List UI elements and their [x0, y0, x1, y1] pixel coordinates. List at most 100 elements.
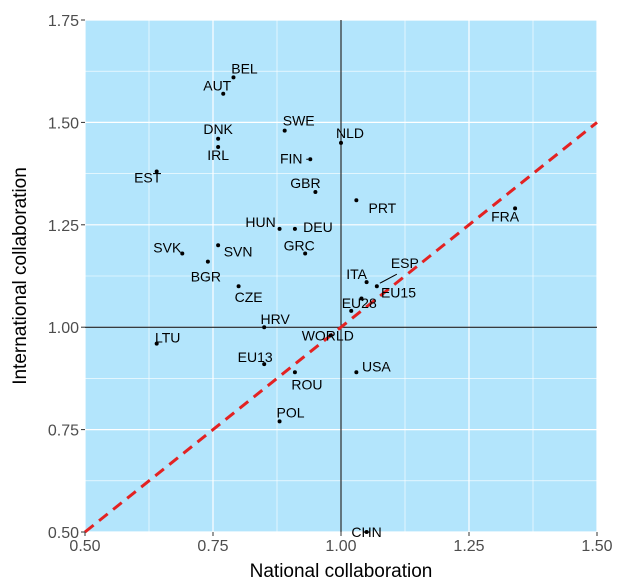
point-marker	[364, 280, 369, 285]
point-marker	[513, 206, 518, 211]
point-marker	[282, 128, 287, 133]
y-tick-label: 0.75	[48, 423, 79, 440]
data-point: GBR	[290, 175, 321, 195]
data-point: SVN	[216, 243, 253, 259]
point-label: EU28	[342, 295, 377, 311]
point-marker	[349, 308, 354, 313]
point-marker	[292, 370, 297, 375]
x-axis-ticks: 0.50 0.75 1.00 1.25 1.50	[69, 532, 613, 555]
point-marker	[236, 284, 241, 289]
y-tick-label: 1.00	[48, 320, 79, 337]
point-label: FIN	[280, 150, 303, 166]
data-point: POL	[277, 404, 305, 424]
x-axis-title: National collaboration	[250, 561, 433, 581]
point-marker	[359, 296, 364, 301]
data-point: HRV	[261, 311, 291, 330]
point-marker	[205, 259, 210, 264]
point-label: DEU	[303, 219, 333, 235]
point-label: ITA	[346, 266, 367, 282]
data-point: USA	[354, 358, 391, 375]
data-point: GRC	[284, 237, 315, 256]
data-point: BEL	[231, 60, 258, 80]
point-marker	[154, 341, 159, 346]
y-tick-label: 1.75	[48, 13, 79, 30]
point-marker	[339, 140, 343, 145]
point-marker	[303, 251, 308, 256]
point-label: BEL	[231, 60, 258, 76]
data-point: FIN	[280, 150, 313, 166]
x-tick-label: 1.00	[325, 538, 356, 555]
diagonal-reference-line	[84, 121, 598, 534]
point-label: DNK	[203, 121, 233, 137]
data-point: ITA	[346, 266, 369, 285]
y-tick-label: 1.50	[48, 115, 79, 132]
data-point: SVK	[153, 239, 185, 256]
point-label: PRT	[368, 200, 396, 216]
data-point: EU15	[359, 285, 416, 301]
point-marker	[354, 370, 359, 375]
label-leader-line	[379, 273, 398, 284]
point-marker	[277, 419, 282, 424]
point-label: SVN	[224, 243, 253, 259]
point-marker	[262, 362, 267, 367]
point-marker	[292, 226, 297, 231]
point-label: GBR	[290, 175, 320, 191]
point-marker	[262, 325, 267, 330]
data-point: CHN	[351, 524, 381, 540]
point-label: CZE	[235, 289, 263, 305]
data-point: AUT	[203, 78, 232, 96]
y-axis-title: International collaboration	[10, 167, 31, 385]
x-tick-label: 1.25	[453, 538, 484, 555]
data-point: CZE	[235, 284, 263, 305]
point-label: NLD	[336, 125, 364, 141]
data-point: WORLD	[302, 327, 354, 343]
data-point: ESP	[374, 255, 419, 289]
data-point: SWE	[282, 113, 315, 133]
x-tick-label: 0.50	[69, 538, 100, 555]
point-marker	[313, 190, 318, 195]
point-label: HUN	[245, 214, 275, 230]
point-label: SWE	[283, 113, 315, 129]
y-tick-label: 1.25	[48, 218, 79, 235]
point-label: CHN	[351, 524, 381, 540]
data-point: BGR	[191, 259, 221, 285]
point-label: EU13	[238, 349, 273, 365]
point-marker	[328, 333, 333, 338]
point-label: SVK	[153, 239, 182, 255]
point-label: IRL	[207, 147, 229, 163]
point-marker	[216, 243, 221, 248]
x-tick-label: 1.50	[581, 538, 612, 555]
data-point: PRT	[354, 198, 397, 216]
y-axis-ticks: 0.50 0.75 1.00 1.25 1.50 1.75	[48, 13, 85, 542]
point-label: WORLD	[302, 327, 354, 343]
point-label: BGR	[191, 269, 221, 285]
data-point: HUN	[245, 214, 282, 231]
data-point: EST	[134, 169, 162, 186]
point-marker	[364, 530, 369, 534]
data-point: DNK	[203, 121, 234, 141]
point-label: ROU	[291, 376, 322, 392]
data-point: ROU	[291, 370, 322, 392]
data-point: EU13	[238, 349, 273, 367]
x-tick-label: 0.75	[197, 538, 228, 555]
point-label: EU15	[381, 285, 416, 301]
data-point: LTU	[154, 330, 180, 346]
point-label: HRV	[261, 311, 291, 327]
data-point: NLD	[336, 125, 364, 145]
point-marker	[216, 136, 221, 141]
point-marker	[180, 251, 185, 256]
point-marker	[354, 198, 359, 203]
point-label: POL	[277, 404, 305, 420]
data-point: IRL	[207, 144, 229, 163]
data-point: FRA	[491, 206, 520, 224]
point-marker	[216, 144, 221, 149]
point-marker	[374, 284, 379, 289]
data-point: DEU	[292, 219, 333, 235]
point-label: USA	[362, 358, 391, 374]
point-label: ESP	[391, 255, 419, 271]
y-tick-label: 0.50	[48, 525, 79, 542]
point-marker	[277, 226, 282, 231]
point-label: AUT	[203, 78, 231, 94]
